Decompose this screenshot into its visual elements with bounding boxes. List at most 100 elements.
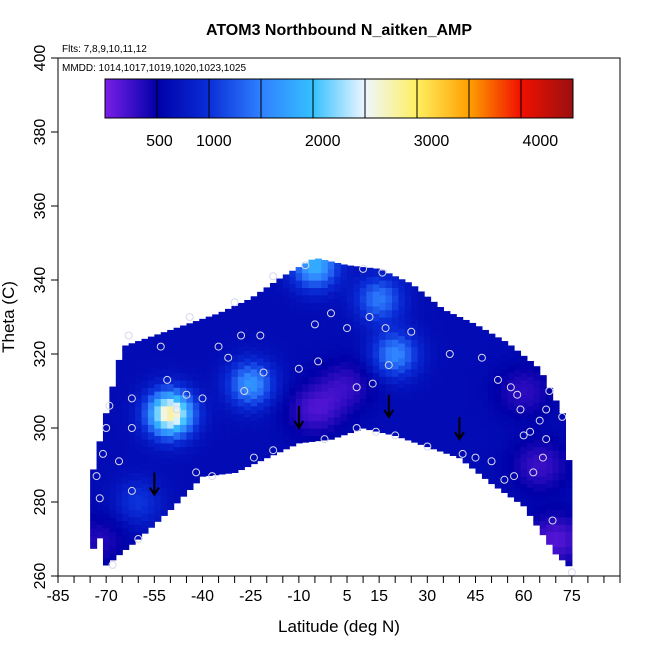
heatmap-cell (539, 483, 547, 492)
heatmap-cell (462, 413, 470, 422)
heatmap-cell (276, 424, 284, 433)
heatmap-cell (391, 302, 400, 311)
heatmap-cell (282, 331, 290, 340)
heatmap-cell (122, 345, 130, 351)
heatmap-cell (398, 372, 406, 381)
heatmap-cell (353, 350, 361, 359)
heatmap-cell (173, 372, 181, 381)
heatmap-cell (282, 391, 290, 399)
heatmap-cell (295, 324, 303, 333)
heatmap-cell (481, 398, 489, 407)
heatmap-cell (430, 324, 438, 333)
heatmap-cell (558, 428, 567, 436)
heatmap-cell (411, 287, 419, 296)
heatmap-cell (250, 413, 258, 422)
heatmap-cell (141, 483, 149, 492)
y-tick-label: 320 (32, 341, 49, 368)
heatmap-cell (205, 394, 213, 403)
x-tick-label: -55 (143, 588, 166, 605)
heatmap-cell (526, 368, 534, 377)
heatmap-cell (135, 524, 143, 533)
heatmap-cell (180, 325, 188, 329)
heatmap-cell (334, 262, 342, 270)
heatmap-cell (430, 383, 438, 392)
heatmap-cell (359, 280, 367, 288)
heatmap-cell (180, 476, 188, 485)
heatmap-cell (526, 391, 534, 399)
heatmap-cell (199, 387, 207, 396)
heatmap-cell (552, 472, 560, 481)
heatmap-cell (469, 416, 477, 425)
heatmap-cell (180, 357, 188, 366)
heatmap-cell (507, 431, 515, 440)
heatmap-cell (115, 468, 123, 477)
heatmap-cell (327, 424, 335, 433)
heatmap-cell (289, 379, 297, 388)
heatmap-cell (366, 276, 374, 285)
sample-point (249, 453, 258, 462)
heatmap-cell (514, 405, 522, 414)
heatmap-cell (231, 391, 239, 399)
heatmap-cell (565, 502, 573, 510)
heatmap-cell (231, 354, 239, 362)
heatmap-cell (385, 309, 393, 318)
heatmap-cell (417, 394, 425, 403)
heatmap-cell (257, 446, 265, 455)
heatmap-cell (436, 320, 444, 329)
heatmap-cell (411, 317, 419, 325)
heatmap-cell (526, 376, 534, 385)
heatmap-cell (186, 342, 194, 351)
heatmap-cell (526, 450, 534, 459)
heatmap-cell (494, 342, 502, 351)
heatmap-cell (424, 335, 432, 344)
heatmap-cell (391, 280, 400, 288)
heatmap-cell (199, 439, 207, 448)
heatmap-cell (469, 409, 477, 418)
heatmap-cell (539, 468, 547, 477)
heatmap-cell (205, 416, 213, 425)
heatmap-cell (237, 331, 245, 340)
heatmap-cell (411, 435, 419, 443)
heatmap-cell (135, 398, 143, 407)
heatmap-cell (334, 335, 342, 344)
heatmap-cell (334, 365, 342, 374)
heatmap-cell (302, 428, 310, 436)
heatmap-cell (475, 446, 483, 455)
heatmap-cell (308, 435, 316, 442)
heatmap-cell (546, 398, 554, 407)
heatmap-cell (295, 435, 303, 444)
heatmap-cell (192, 357, 200, 366)
sample-point (198, 394, 207, 403)
heatmap-cell (366, 402, 374, 411)
heatmap-cell (263, 324, 271, 333)
heatmap-cell (147, 336, 155, 344)
heatmap-cell (295, 317, 303, 325)
heatmap-cell (205, 431, 213, 440)
heatmap-cell (558, 442, 567, 451)
heatmap-cell (456, 354, 464, 362)
heatmap-cell (347, 302, 355, 311)
heatmap-cell (469, 335, 477, 344)
heatmap-cell (115, 498, 123, 507)
heatmap-cell (141, 394, 149, 403)
heatmap-cell (135, 465, 143, 473)
heatmap-cell (321, 280, 329, 288)
heatmap-cell (115, 535, 123, 544)
heatmap-cell (282, 280, 290, 288)
heatmap-cell (154, 383, 162, 392)
heatmap-cell (135, 376, 143, 385)
heatmap-cell (404, 294, 412, 303)
heatmap-cell (558, 524, 567, 533)
heatmap-cell (449, 368, 457, 377)
heatmap-cell (514, 376, 522, 385)
heatmap-cell (295, 391, 303, 399)
heatmap-cell (443, 350, 451, 359)
heatmap-cell (257, 365, 265, 374)
heatmap-cell (481, 457, 489, 466)
heatmap-cell (347, 376, 355, 385)
heatmap-cell (302, 391, 310, 399)
heatmap-cell (160, 368, 168, 377)
heatmap-cell (462, 457, 470, 464)
heatmap-cell (218, 453, 226, 462)
heatmap-cell (141, 416, 149, 425)
